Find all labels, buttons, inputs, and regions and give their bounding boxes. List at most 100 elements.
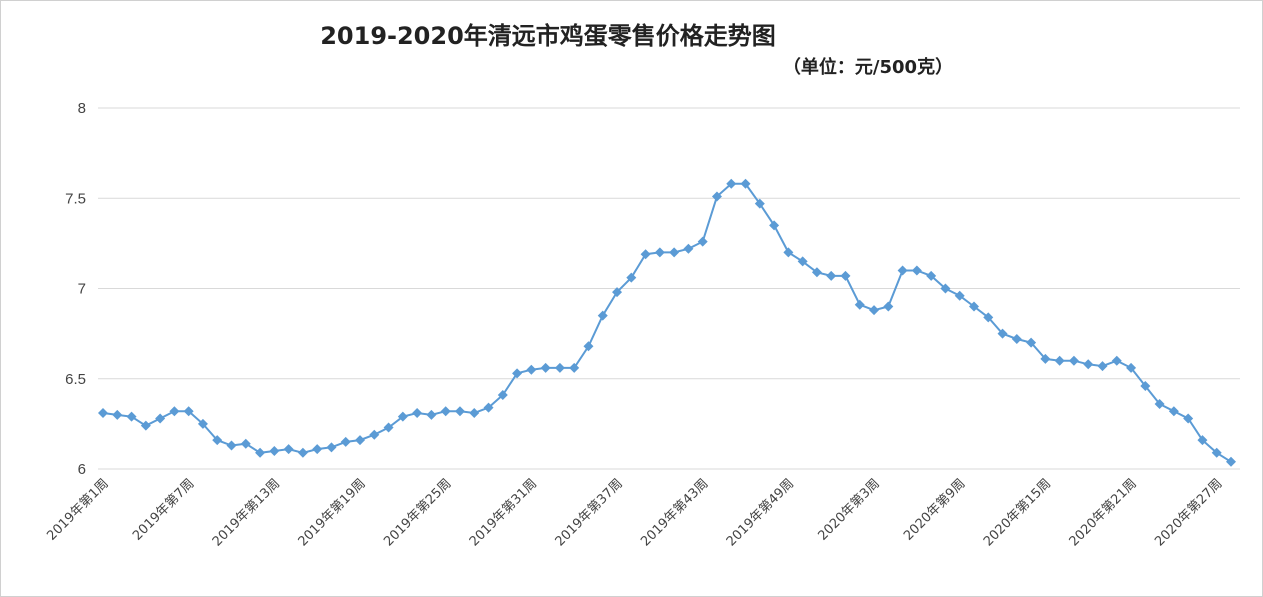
x-tick-label: 2019年第7周 <box>130 476 197 543</box>
x-tick-label: 2019年第25周 <box>381 476 454 549</box>
data-point <box>797 256 808 267</box>
data-point <box>883 301 894 312</box>
data-point <box>454 406 465 417</box>
x-tick-label: 2019年第1周 <box>44 476 111 543</box>
x-tick-label: 2020年第27周 <box>1152 476 1225 549</box>
data-point <box>826 270 837 281</box>
data-point <box>440 406 451 417</box>
data-point <box>569 362 580 373</box>
data-point <box>1211 447 1222 458</box>
data-point <box>840 270 851 281</box>
data-point <box>1111 355 1122 366</box>
data-point <box>626 272 637 283</box>
chart-subtitle: （单位：元/500克） <box>783 56 953 78</box>
data-point <box>1183 413 1194 424</box>
data-point <box>811 267 822 278</box>
data-point <box>383 422 394 433</box>
data-point <box>1040 353 1051 364</box>
x-tick-label: 2019年第13周 <box>210 476 283 549</box>
x-tick-label: 2020年第21周 <box>1067 476 1140 549</box>
data-point <box>754 198 765 209</box>
data-point <box>526 364 537 375</box>
data-point <box>1168 406 1179 417</box>
data-point <box>997 328 1008 339</box>
data-point <box>98 408 108 419</box>
chart-title: 2019-2020年清远市鸡蛋零售价格走势图 <box>320 22 776 50</box>
data-point <box>554 362 565 373</box>
data-point <box>469 408 480 419</box>
data-point <box>126 411 137 422</box>
data-point <box>1068 355 1079 366</box>
data-point <box>483 402 494 413</box>
data-point <box>1226 456 1236 467</box>
data-point <box>697 236 708 247</box>
data-point <box>226 440 237 451</box>
data-point <box>269 445 280 456</box>
y-axis-ticks: 6 6.5 7 7.5 8 <box>65 100 86 478</box>
data-point <box>640 249 651 260</box>
data-point <box>397 411 408 422</box>
data-point <box>255 447 266 458</box>
data-point <box>1054 355 1065 366</box>
data-point <box>1140 380 1151 391</box>
data-point <box>283 444 294 455</box>
x-tick-label: 2019年第37周 <box>553 476 626 549</box>
data-point <box>369 429 380 440</box>
data-point <box>412 408 423 419</box>
data-point <box>583 341 594 352</box>
data-point <box>312 444 323 455</box>
data-point <box>612 287 623 298</box>
data-point <box>183 406 194 417</box>
data-point <box>512 368 523 379</box>
data-point <box>669 247 680 258</box>
data-point <box>968 301 979 312</box>
data-point <box>355 435 366 446</box>
data-point <box>112 409 123 420</box>
data-point <box>1154 399 1165 410</box>
data-point <box>1026 337 1037 348</box>
x-tick-label: 2020年第15周 <box>981 476 1054 549</box>
data-point <box>683 243 694 254</box>
data-point <box>654 247 665 258</box>
data-point <box>940 283 951 294</box>
data-point <box>854 299 865 310</box>
data-point <box>954 290 965 301</box>
y-tick-label: 6.5 <box>65 371 86 388</box>
data-point <box>326 442 337 453</box>
y-tick-label: 8 <box>78 100 86 117</box>
series-line <box>102 182 1232 463</box>
x-tick-label: 2019年第31周 <box>467 476 540 549</box>
series-egg-price <box>98 178 1236 467</box>
y-tick-label: 7 <box>78 281 86 298</box>
data-point <box>726 178 737 189</box>
gridlines <box>98 107 1240 470</box>
data-point <box>197 418 208 429</box>
data-point <box>1083 359 1094 370</box>
data-point <box>540 362 551 373</box>
data-point <box>911 265 922 276</box>
data-point <box>155 413 166 424</box>
data-point <box>1197 435 1208 446</box>
x-tick-label: 2020年第3周 <box>815 476 882 543</box>
data-point <box>212 435 223 446</box>
data-point <box>711 191 722 202</box>
y-tick-label: 7.5 <box>65 190 86 207</box>
data-point <box>983 312 994 323</box>
x-tick-label: 2019年第43周 <box>638 476 711 549</box>
data-point <box>340 436 351 447</box>
data-point <box>597 310 608 321</box>
data-point <box>426 409 437 420</box>
data-point <box>769 220 780 231</box>
data-point <box>740 178 751 189</box>
data-point <box>497 389 508 400</box>
data-point <box>1011 334 1022 345</box>
data-point <box>1126 362 1137 373</box>
data-point <box>897 265 908 276</box>
data-point <box>869 305 880 316</box>
data-point <box>926 270 937 281</box>
x-tick-label: 2019年第49周 <box>724 476 797 549</box>
data-point <box>240 438 251 449</box>
data-point <box>783 247 794 258</box>
